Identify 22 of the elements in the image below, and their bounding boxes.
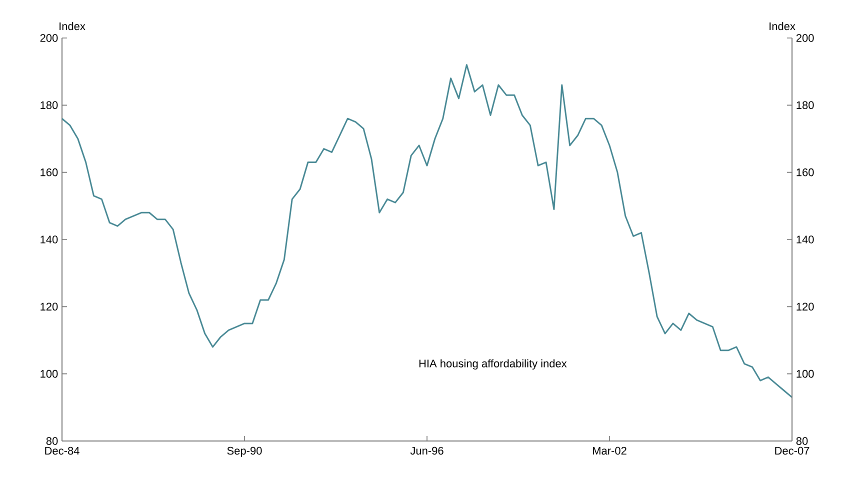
y2-tick-label: 140 (796, 236, 814, 244)
x-tick-label: Sep-90 (227, 446, 262, 457)
x-tick-label: Jun-96 (410, 446, 444, 455)
y2-tick-label: 100 (796, 370, 814, 378)
y-tick-label: 160 (40, 168, 58, 176)
y2-axis-title: Index (770, 22, 796, 30)
y-tick-label: 180 (40, 101, 58, 110)
y2-tick-label: 80 (796, 437, 808, 445)
y2-tick-label: 120 (796, 302, 814, 311)
y2-tick-label: 160 (796, 168, 814, 176)
y-tick-label: 80 (46, 437, 58, 445)
y2-tick-label: 180 (796, 101, 814, 110)
x-tick-label: Dec-84 (45, 446, 80, 455)
y-tick-label: 140 (40, 236, 58, 244)
y-tick-label: 100 (40, 370, 58, 378)
x-tick-label: Dec-07 (775, 446, 810, 455)
y2-tick-label: 200 (796, 34, 814, 42)
y-tick-label: 200 (40, 34, 58, 42)
x-tick-label: Mar-02 (592, 446, 626, 455)
y-axis-title: Index (60, 22, 86, 30)
y-tick-label: 120 (40, 302, 58, 311)
text: HIA housing affordability index (419, 359, 567, 370)
